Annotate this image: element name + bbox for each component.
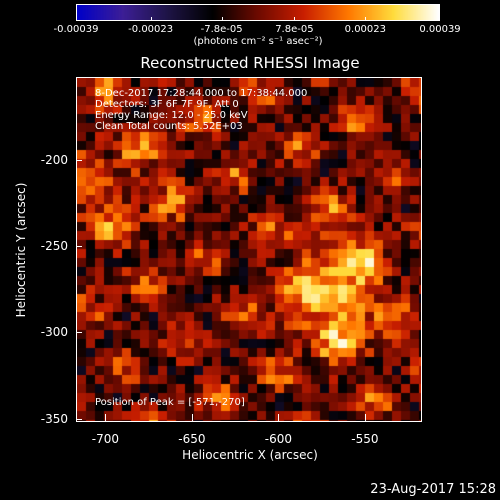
colorbar-tick-label: 0.00023 (344, 24, 387, 35)
y-tick-mark (76, 332, 82, 334)
rhessi-image (77, 78, 421, 421)
y-tick-label: -200 (40, 152, 68, 167)
colorbar-tick-label: -0.00023 (128, 24, 174, 35)
clean-counts-text: Clean Total counts: 5.52E+03 (95, 121, 243, 132)
colorbar-tick-label: -0.00039 (53, 24, 99, 35)
y-tick-label: -250 (40, 239, 68, 254)
detectors-text: Detectors: 3F 6F 7F 9F, Att 0 (95, 99, 239, 110)
colorbar-units: (photons cm⁻² s⁻¹ asec⁻²) (193, 36, 323, 47)
y-tick-label: -350 (40, 411, 68, 426)
x-tick-mark (278, 414, 280, 421)
timestamp: 23-Aug-2017 15:28 (370, 482, 496, 497)
x-tick-mark (364, 414, 366, 421)
peak-position-text: Position of Peak = [-571,-270] (95, 397, 245, 408)
x-tick-label: -550 (351, 432, 379, 446)
x-axis-label: Heliocentric X (arcsec) (182, 448, 318, 462)
colorbar-tick-mark (76, 17, 77, 21)
image-plot: 8-Dec-2017 17:28:44.000 to 17:38:44.000 … (76, 77, 422, 422)
y-tick-mark (76, 159, 82, 161)
y-tick-mark (76, 418, 82, 420)
colorbar-tick-mark (439, 17, 440, 21)
y-axis-label: Heliocentric Y (arcsec) (14, 182, 28, 318)
colorbar-tick-label: 7.8e-05 (275, 24, 314, 35)
colorbar-tick-mark (150, 17, 152, 21)
colorbar-tick-mark (365, 17, 367, 21)
y-tick-mark (76, 246, 82, 248)
x-tick-label: -700 (91, 432, 120, 446)
time-range-text: 8-Dec-2017 17:28:44.000 to 17:38:44.000 (95, 88, 308, 99)
x-tick-label: -600 (264, 432, 293, 446)
colorbar-tick-label: 0.00039 (419, 24, 461, 35)
colorbar-tick-label: -7.8e-05 (200, 24, 243, 35)
y-tick-label: -300 (40, 325, 68, 340)
x-tick-label: -650 (178, 432, 206, 446)
colorbar-tick-mark (294, 17, 296, 21)
colorbar-tick-mark (221, 17, 223, 21)
x-tick-mark (105, 414, 107, 421)
x-tick-mark (191, 414, 193, 421)
colorbar (76, 4, 440, 21)
energy-range-text: Energy Range: 12.0 - 25.0 keV (95, 110, 248, 121)
image-title: Reconstructed RHESSI Image (140, 54, 360, 72)
